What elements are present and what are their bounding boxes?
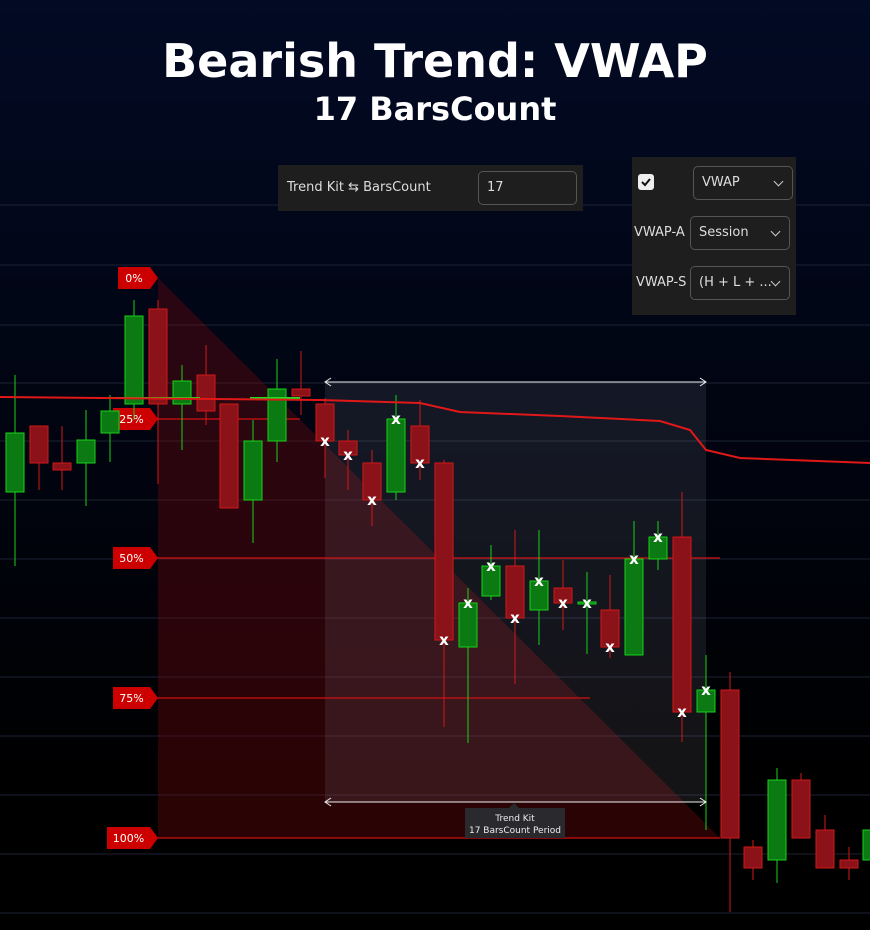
fib-tag (113, 687, 158, 709)
bars-input[interactable]: 17 (478, 171, 577, 205)
vwap-line (0, 396, 870, 464)
candle-body (243, 440, 263, 501)
candle-body (648, 536, 668, 560)
period-arrow (324, 377, 707, 387)
candle-body (672, 536, 692, 713)
bar-marker: x (367, 491, 377, 509)
candle-body (696, 689, 716, 713)
candle-body (743, 846, 763, 869)
candle-body (815, 829, 835, 869)
row-select[interactable]: Session (690, 216, 790, 250)
candle-body (862, 829, 870, 861)
fib-label: 0% (125, 272, 142, 285)
fib-tag (113, 547, 158, 569)
bar-marker: x (701, 681, 711, 699)
fib-tag (113, 408, 158, 430)
settings-label: Trend Kit ⇆ BarsCount (287, 180, 431, 195)
title: Bearish Trend: VWAP (162, 34, 708, 88)
indicator-select[interactable]: VWAP (693, 166, 793, 200)
bar-marker: x (534, 572, 544, 590)
row-label: VWAP-S (636, 275, 687, 290)
checkbox[interactable] (638, 174, 654, 190)
candle-body (5, 432, 25, 493)
candle-body (386, 418, 406, 493)
candle-body (410, 425, 430, 464)
candle-body (577, 601, 597, 605)
candle-body (362, 462, 382, 501)
candle-body (172, 380, 192, 405)
fib-label: 100% (113, 832, 144, 845)
bar-marker: x (605, 638, 615, 656)
candle-body (196, 374, 216, 412)
candle-body (29, 425, 49, 464)
row-select[interactable]: (H + L + ... (690, 266, 790, 300)
fib-label: 50% (119, 552, 143, 565)
candle-body (124, 315, 144, 405)
checkmark (641, 178, 651, 187)
bar-marker: x (558, 594, 568, 612)
bar-marker: x (439, 631, 449, 649)
candle-body (767, 779, 787, 861)
bar-marker: x (582, 594, 592, 612)
candle-body (219, 403, 239, 509)
candle-body (600, 609, 620, 648)
row-label: VWAP-A (634, 225, 685, 240)
vwap-panel: VWAP VWAP-A Session VWAP-S (H + L + ... (632, 157, 796, 315)
bar-marker: x (415, 454, 425, 472)
candle-body (791, 779, 811, 839)
candle-body (553, 587, 573, 604)
bar-marker: x (391, 410, 401, 428)
candle-body (148, 308, 168, 405)
tooltip-title: Trend Kit (494, 814, 535, 824)
candle-body (720, 689, 740, 839)
bar-marker: x (320, 432, 330, 450)
fib-tag (107, 827, 158, 849)
fib-label: 75% (119, 692, 143, 705)
tooltip-text: 17 BarsCount Period (469, 826, 561, 836)
candle-body (267, 388, 287, 442)
candle-body (624, 558, 644, 656)
fib-label: 25% (119, 413, 143, 426)
candle-body (52, 462, 72, 471)
bar-marker: x (629, 550, 639, 568)
candle-body (481, 565, 501, 597)
candle-body (505, 565, 525, 619)
tooltip-box (465, 803, 565, 838)
candle-body (529, 580, 549, 611)
bar-marker: x (677, 703, 687, 721)
fib-tag (118, 267, 158, 289)
bar-marker: x (343, 446, 353, 464)
bar-marker: x (486, 557, 496, 575)
candle-body (76, 439, 96, 464)
candle-body (434, 462, 454, 641)
bar-marker: x (463, 594, 473, 612)
candle-body (100, 410, 120, 434)
period-arrow (324, 797, 707, 807)
bar-marker: x (653, 528, 663, 546)
subtitle: 17 BarsCount (313, 90, 557, 128)
bar-marker: x (510, 609, 520, 627)
candle-body (338, 440, 358, 456)
candle-body (839, 859, 859, 869)
candle-body (315, 403, 335, 442)
candle-body (458, 602, 478, 648)
candle-body (291, 388, 311, 397)
settings-bar: Trend Kit ⇆ BarsCount 17 (278, 165, 583, 211)
